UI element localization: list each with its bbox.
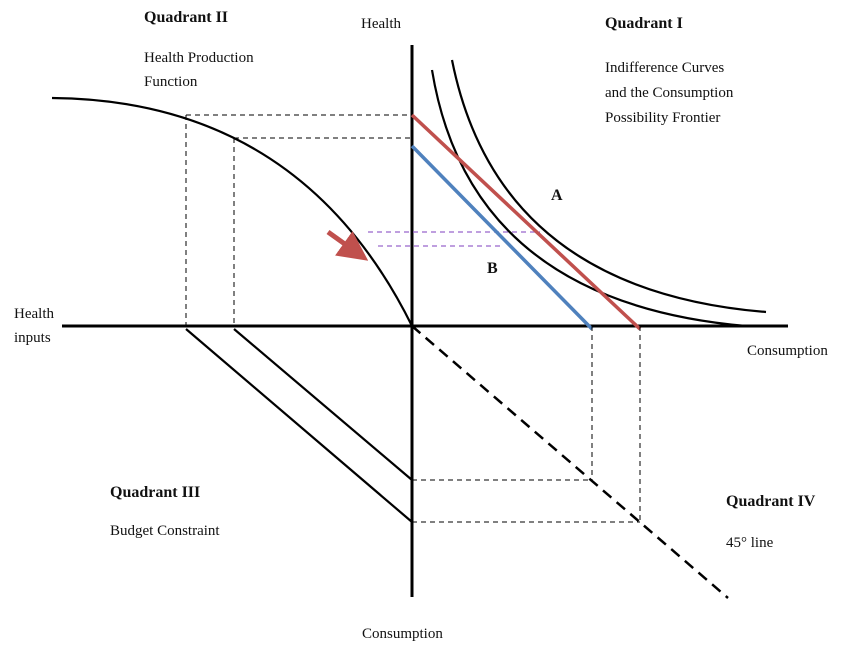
q1-desc-line1: Indifference Curves [605, 60, 724, 76]
q3-desc-line1: Budget Constraint [110, 523, 220, 539]
health-production-curve [51, 96, 413, 327]
q1-title: Quadrant I [605, 15, 683, 32]
point-b-label: B [487, 260, 498, 277]
q3-title: Quadrant III [110, 484, 200, 501]
budget-line-outer [185, 328, 413, 523]
health-axis-label: Health [361, 16, 401, 32]
q2-desc-line1: Health Production [144, 50, 254, 66]
indifference-curve-inner [430, 69, 747, 328]
blue-frontier-line [410, 144, 594, 331]
point-a-label: A [551, 187, 563, 204]
budget-line-inner [233, 328, 413, 481]
q1-desc-line3: Possibility Frontier [605, 110, 720, 126]
q2-title: Quadrant II [144, 9, 228, 26]
forty-five-degree-line [411, 325, 729, 599]
shift-arrow [326, 229, 369, 261]
q2-desc-line2: Function [144, 74, 198, 90]
indifference-curve-outer [450, 59, 767, 314]
consumption-axis-right-label: Consumption [747, 343, 828, 359]
consumption-axis-bottom-label: Consumption [362, 626, 443, 642]
health-inputs-label-line2: inputs [14, 330, 51, 346]
health-inputs-label-line1: Health [14, 306, 54, 322]
q4-title: Quadrant IV [726, 493, 816, 510]
red-frontier-line [410, 113, 642, 331]
q1-desc-line2: and the Consumption [605, 85, 734, 101]
q4-desc-line1: 45° line [726, 535, 774, 551]
